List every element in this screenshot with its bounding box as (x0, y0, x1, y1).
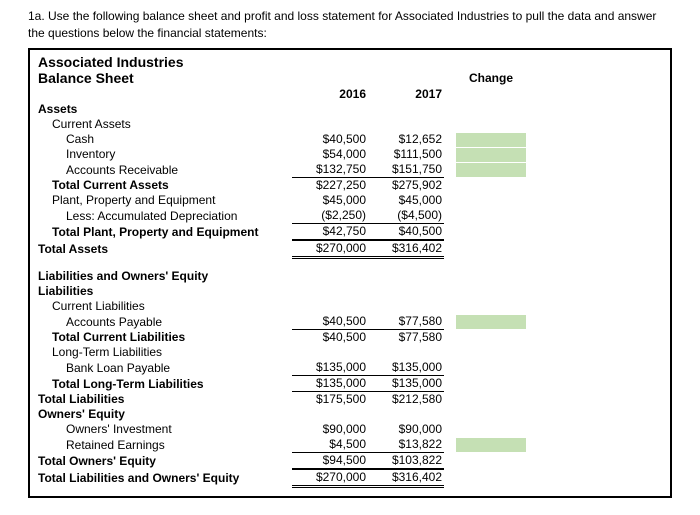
ppe-label: Plant, Property and Equipment (38, 193, 292, 208)
total-liab-equity-2016: $270,000 (292, 469, 368, 488)
total-ppe-label: Total Plant, Property and Equipment (38, 225, 292, 240)
retained-label: Retained Earnings (38, 438, 292, 453)
current-assets-header: Current Assets (38, 117, 292, 132)
total-liab-label: Total Liabilities (38, 392, 292, 407)
total-ppe-2017: $40,500 (368, 224, 444, 240)
liab-equity-header: Liabilities and Owners' Equity (38, 269, 292, 284)
investment-2017: $90,000 (368, 422, 444, 437)
ap-label: Accounts Payable (38, 315, 292, 330)
header-2016: 2016 (292, 87, 368, 102)
liabilities-header: Liabilities (38, 284, 292, 299)
cash-change[interactable] (456, 133, 526, 147)
bank-loan-2017: $135,000 (368, 360, 444, 376)
ar-2016: $132,750 (292, 162, 368, 178)
total-assets-2016: $270,000 (292, 240, 368, 259)
inventory-label: Inventory (38, 147, 292, 162)
total-current-2016: $227,250 (292, 178, 368, 193)
total-current-liab-2017: $77,580 (368, 330, 444, 345)
retained-2016: $4,500 (292, 437, 368, 453)
total-current-label: Total Current Assets (38, 178, 292, 193)
ppe-2016: $45,000 (292, 193, 368, 208)
dep-2017: ($4,500) (368, 208, 444, 224)
inventory-2016: $54,000 (292, 147, 368, 162)
header-2017: 2017 (368, 87, 444, 102)
cash-2017: $12,652 (368, 132, 444, 147)
header-change: Change (456, 71, 526, 86)
investment-label: Owners' Investment (38, 422, 292, 437)
ap-2016: $40,500 (292, 314, 368, 330)
investment-2016: $90,000 (292, 422, 368, 437)
total-equity-2016: $94,500 (292, 453, 368, 469)
sheet-title: Balance Sheet (38, 70, 292, 88)
total-long-term-2017: $135,000 (368, 376, 444, 392)
ar-2017: $151,750 (368, 162, 444, 178)
dep-label: Less: Accumulated Depreciation (38, 209, 292, 224)
total-liab-equity-2017: $316,402 (368, 469, 444, 488)
bank-loan-label: Bank Loan Payable (38, 361, 292, 376)
total-current-liab-label: Total Current Liabilities (38, 330, 292, 345)
total-assets-2017: $316,402 (368, 240, 444, 259)
assets-header: Assets (38, 102, 292, 117)
cash-2016: $40,500 (292, 132, 368, 147)
total-current-2017: $275,902 (368, 178, 444, 193)
cash-label: Cash (38, 132, 292, 147)
total-long-term-2016: $135,000 (292, 376, 368, 392)
total-current-liab-2016: $40,500 (292, 330, 368, 345)
inventory-change[interactable] (456, 148, 526, 162)
company-name: Associated Industries (38, 54, 662, 70)
ar-change[interactable] (456, 163, 526, 177)
total-liab-2016: $175,500 (292, 392, 368, 407)
ppe-2017: $45,000 (368, 193, 444, 208)
total-liab-2017: $212,580 (368, 392, 444, 407)
ar-label: Accounts Receivable (38, 163, 292, 178)
ap-change[interactable] (456, 315, 526, 329)
intro-text: 1a. Use the following balance sheet and … (28, 8, 672, 42)
total-long-term-label: Total Long-Term Liabilities (38, 377, 292, 392)
total-ppe-2016: $42,750 (292, 224, 368, 240)
inventory-2017: $111,500 (368, 147, 444, 162)
balance-sheet: Associated Industries Balance Sheet Chan… (28, 48, 672, 499)
ap-2017: $77,580 (368, 314, 444, 330)
current-liab-header: Current Liabilities (38, 299, 292, 314)
total-equity-2017: $103,822 (368, 453, 444, 469)
dep-2016: ($2,250) (292, 208, 368, 224)
total-equity-label: Total Owners' Equity (38, 454, 292, 469)
owners-equity-header: Owners' Equity (38, 407, 292, 422)
retained-change[interactable] (456, 438, 526, 452)
long-term-header: Long-Term Liabilities (38, 345, 292, 360)
bank-loan-2016: $135,000 (292, 360, 368, 376)
total-assets-label: Total Assets (38, 242, 292, 257)
total-liab-equity-label: Total Liabilities and Owners' Equity (38, 471, 292, 486)
retained-2017: $13,822 (368, 437, 444, 453)
